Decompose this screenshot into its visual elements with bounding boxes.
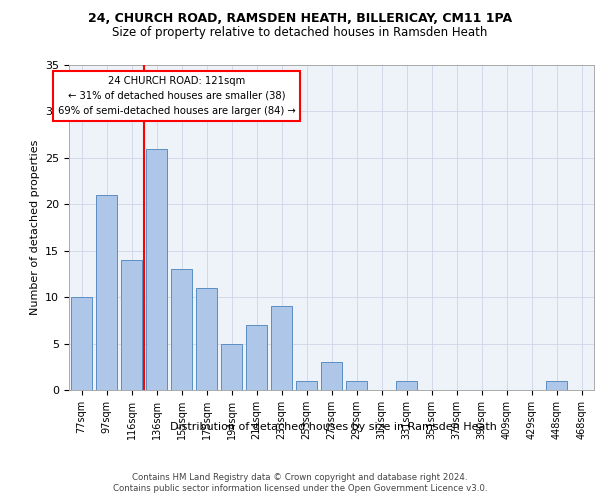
Bar [296,380,317,390]
Bar [96,195,117,390]
Text: 24 CHURCH ROAD: 121sqm
← 31% of detached houses are smaller (38)
69% of semi-det: 24 CHURCH ROAD: 121sqm ← 31% of detached… [58,76,295,116]
Bar [396,380,417,390]
Bar [321,362,342,390]
Bar [196,288,217,390]
Bar [346,380,367,390]
Bar [546,380,567,390]
Bar [146,148,167,390]
Bar [246,325,267,390]
Bar [221,344,242,390]
Text: Size of property relative to detached houses in Ramsden Heath: Size of property relative to detached ho… [112,26,488,39]
Bar [271,306,292,390]
Bar [71,297,92,390]
Bar [171,270,192,390]
Text: 24, CHURCH ROAD, RAMSDEN HEATH, BILLERICAY, CM11 1PA: 24, CHURCH ROAD, RAMSDEN HEATH, BILLERIC… [88,12,512,26]
Text: Distribution of detached houses by size in Ramsden Heath: Distribution of detached houses by size … [170,422,496,432]
Text: Contains public sector information licensed under the Open Government Licence v3: Contains public sector information licen… [113,484,487,493]
Bar [121,260,142,390]
Y-axis label: Number of detached properties: Number of detached properties [29,140,40,315]
Text: Contains HM Land Registry data © Crown copyright and database right 2024.: Contains HM Land Registry data © Crown c… [132,472,468,482]
